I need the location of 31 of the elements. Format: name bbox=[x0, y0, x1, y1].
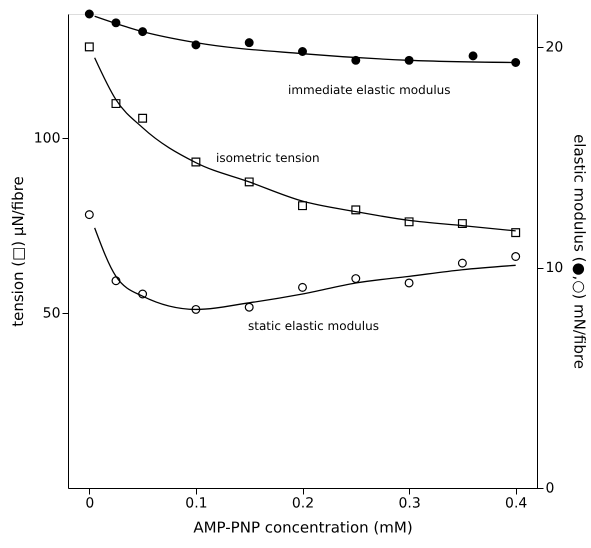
y-axis-title: tension (□) μN/fibre bbox=[8, 176, 27, 327]
y2-tick-label: 10 bbox=[546, 260, 564, 276]
x-tick-label: 0 bbox=[85, 496, 94, 512]
y2-tick-label: 20 bbox=[546, 40, 564, 56]
point bbox=[244, 38, 254, 48]
annotation: immediate elastic modulus bbox=[288, 83, 451, 97]
point bbox=[511, 58, 520, 67]
point bbox=[468, 51, 478, 60]
annotation: isometric tension bbox=[216, 151, 320, 165]
point bbox=[84, 10, 94, 18]
point bbox=[458, 258, 467, 268]
y2-axis-title: elastic modulus (●,○) mN/fibre bbox=[570, 134, 588, 369]
x-tick-label: 0.3 bbox=[398, 496, 421, 512]
point bbox=[138, 114, 148, 123]
y2-tick-label: 0 bbox=[546, 480, 554, 496]
point bbox=[351, 274, 360, 284]
point bbox=[511, 228, 520, 238]
y-tick-label: 50 bbox=[42, 306, 60, 322]
x-tick-label: 0.4 bbox=[505, 496, 528, 512]
x-tick-label: 0.1 bbox=[185, 496, 208, 512]
x-axis-title: AMP-PNP concentration (mM) bbox=[193, 518, 413, 536]
point bbox=[298, 282, 307, 292]
point bbox=[84, 210, 94, 220]
point bbox=[84, 42, 94, 52]
y-tick-label: 100 bbox=[34, 130, 60, 147]
point bbox=[404, 278, 414, 288]
point bbox=[511, 252, 520, 261]
point bbox=[298, 201, 307, 210]
x-tick-label: 0.2 bbox=[292, 496, 314, 512]
annotation: static elastic modulus bbox=[248, 319, 379, 333]
point bbox=[244, 302, 254, 312]
